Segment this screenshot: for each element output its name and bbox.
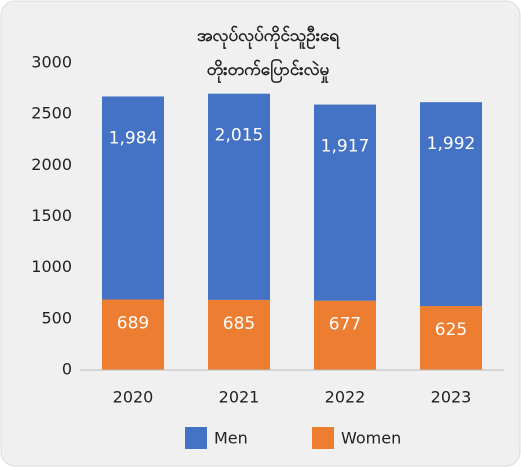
y-tick-label: 2500 bbox=[31, 104, 72, 123]
legend-label: Men bbox=[214, 429, 248, 448]
y-tick-label: 0 bbox=[62, 360, 72, 379]
data-label: 677 bbox=[329, 315, 361, 335]
x-tick-label: 2021 bbox=[219, 388, 260, 407]
chart-title: အလုပ်လုပ်ကိုင်သူဦးရေ bbox=[197, 25, 340, 50]
legend-swatch bbox=[185, 427, 207, 449]
y-tick-label: 2000 bbox=[31, 155, 72, 174]
data-label: 685 bbox=[223, 314, 255, 334]
bar-segment bbox=[208, 93, 270, 300]
chart-title: တိုးတက်ပြောင်းလဲမှု bbox=[207, 57, 330, 84]
bar-segment bbox=[314, 300, 376, 370]
bar-segment bbox=[420, 306, 482, 370]
bar-segment bbox=[102, 96, 164, 300]
x-tick-label: 2020 bbox=[113, 388, 154, 407]
data-label: 625 bbox=[435, 320, 467, 340]
bar-segment bbox=[314, 104, 376, 301]
y-tick-label: 500 bbox=[41, 308, 72, 327]
x-tick-label: 2023 bbox=[431, 388, 472, 407]
bar-segment bbox=[420, 102, 482, 307]
y-tick-label: 1500 bbox=[31, 206, 72, 225]
x-tick-label: 2022 bbox=[325, 388, 366, 407]
y-tick-label: 3000 bbox=[31, 53, 72, 72]
y-tick-label: 1000 bbox=[31, 257, 72, 276]
bar-segment bbox=[208, 299, 270, 370]
data-label: 689 bbox=[117, 313, 149, 333]
data-label: 1,992 bbox=[427, 134, 476, 154]
legend-swatch bbox=[312, 427, 334, 449]
data-label: 1,917 bbox=[321, 137, 370, 157]
bar-segment bbox=[102, 299, 164, 370]
data-label: 2,015 bbox=[215, 126, 264, 146]
data-label: 1,984 bbox=[109, 128, 158, 148]
legend-label: Women bbox=[341, 429, 401, 448]
